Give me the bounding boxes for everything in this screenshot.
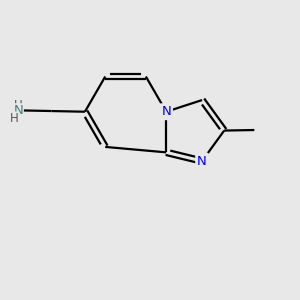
Text: N: N — [197, 154, 207, 168]
Text: N: N — [161, 105, 171, 118]
Text: H: H — [14, 99, 23, 112]
Text: N: N — [14, 104, 23, 117]
Text: H: H — [10, 112, 18, 125]
